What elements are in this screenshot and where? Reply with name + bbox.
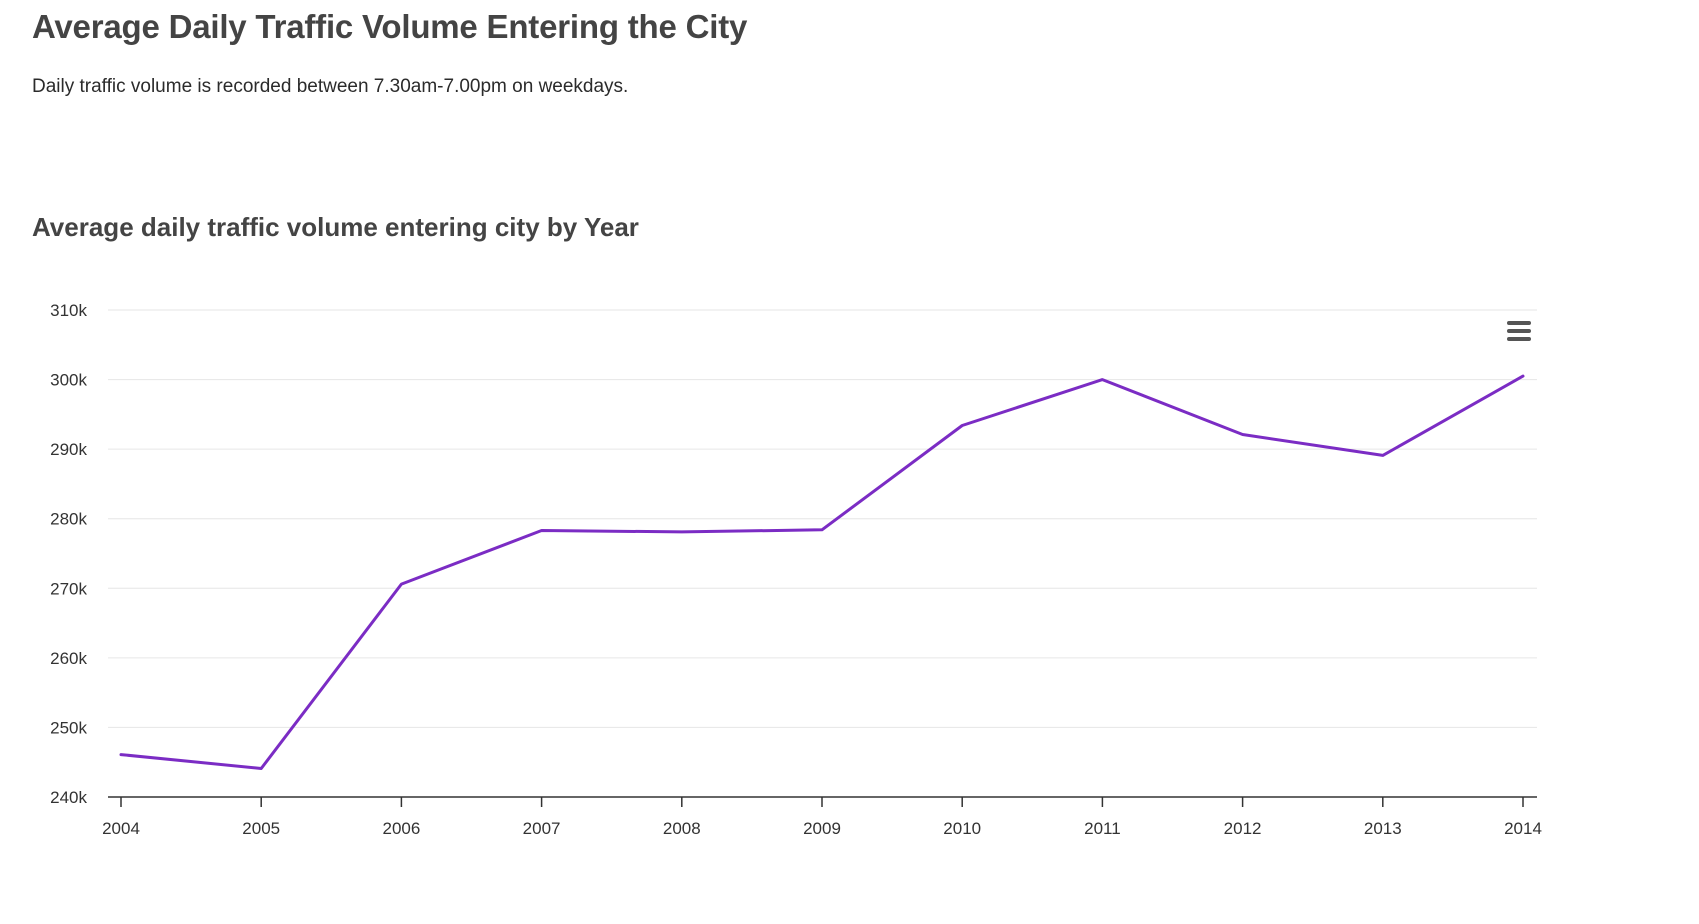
y-tick-label: 280k	[50, 510, 87, 529]
y-tick-label: 240k	[50, 788, 87, 807]
x-tick-label: 2011	[1084, 819, 1121, 838]
gridlines	[108, 309, 1537, 728]
y-axis-labels: 240k 250k 260k 270k 280k 290k 300k 310k	[50, 301, 87, 807]
data-point[interactable]	[676, 526, 688, 538]
x-tick-label: 2004	[102, 819, 140, 838]
x-tick-label: 2009	[803, 819, 841, 838]
hamburger-menu-icon	[1507, 321, 1531, 325]
x-tick-label: 2013	[1364, 819, 1402, 838]
y-tick-label: 300k	[50, 371, 87, 390]
data-point[interactable]	[395, 578, 407, 590]
data-point[interactable]	[255, 762, 267, 774]
series-layer	[115, 370, 1529, 774]
x-tick-label: 2006	[382, 819, 420, 838]
data-point[interactable]	[816, 524, 828, 536]
x-axis	[108, 796, 1537, 807]
data-point[interactable]	[536, 525, 548, 537]
x-tick-label: 2014	[1504, 819, 1542, 838]
data-point[interactable]	[115, 749, 127, 761]
y-tick-label: 260k	[50, 649, 87, 668]
page-description: Daily traffic volume is recorded between…	[32, 76, 629, 97]
y-tick-label: 290k	[50, 440, 87, 459]
x-tick-label: 2010	[943, 819, 981, 838]
chart-menu-button[interactable]	[1504, 318, 1534, 344]
x-tick-label: 2008	[663, 819, 701, 838]
chart-title: Average daily traffic volume entering ci…	[32, 212, 639, 242]
x-tick-label: 2007	[523, 819, 561, 838]
data-point[interactable]	[1517, 370, 1529, 382]
x-tick-label: 2005	[242, 819, 280, 838]
hamburger-menu-icon-bar	[1507, 337, 1531, 341]
x-tick-label: 2012	[1224, 819, 1262, 838]
y-tick-label: 250k	[50, 718, 87, 737]
data-point[interactable]	[1377, 449, 1389, 461]
page-title: Average Daily Traffic Volume Entering th…	[32, 8, 748, 45]
data-point[interactable]	[1237, 429, 1249, 441]
series-line	[119, 374, 1525, 770]
x-axis-labels: 2004 2005 2006 2007 2008 2009 2010 2011 2012 2013…	[102, 819, 1542, 838]
hamburger-menu-icon-bar	[1507, 329, 1531, 333]
data-point[interactable]	[956, 419, 968, 431]
data-point[interactable]	[1096, 374, 1108, 386]
y-tick-label: 270k	[50, 579, 87, 598]
y-tick-label: 310k	[50, 301, 87, 320]
